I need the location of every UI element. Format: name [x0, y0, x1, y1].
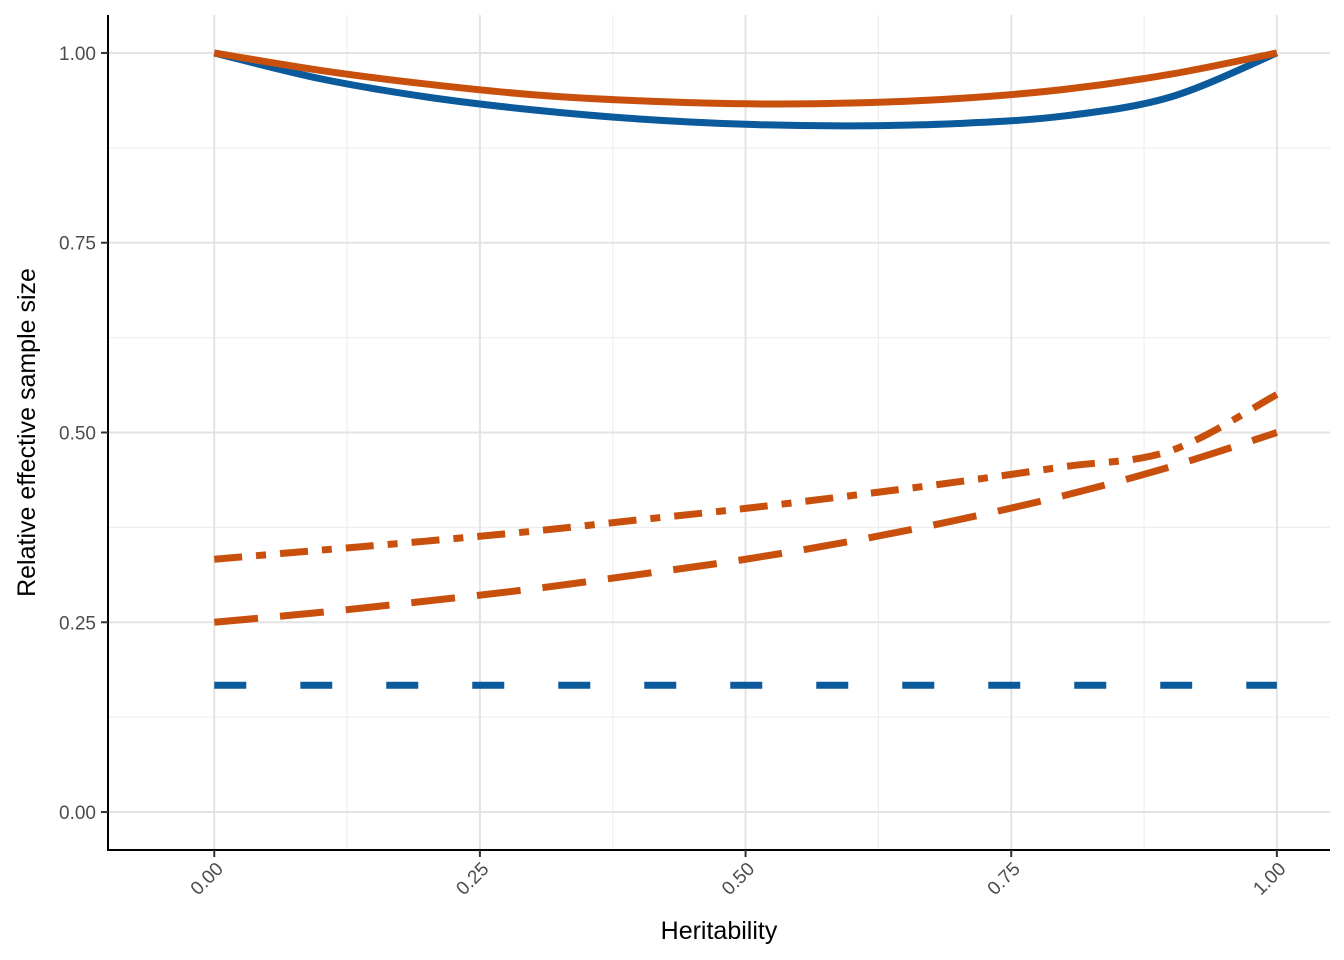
y-tick-label: 0.25 [59, 613, 96, 634]
y-tick-label: 1.00 [59, 44, 96, 65]
x-tick-label: 0.25 [452, 859, 493, 900]
tick-labels: 0.00 0.25 0.50 0.75 1.00 0.00 0.25 0.50 0.75 1.00 [59, 44, 1290, 900]
series-line-3 [213, 391, 1279, 563]
series-lines [213, 49, 1279, 689]
grid [108, 15, 1330, 850]
y-tick-label: 0.50 [59, 424, 96, 445]
x-tick-label: 1.00 [1249, 859, 1290, 900]
y-tick-label: 0.00 [59, 803, 96, 824]
series-line-2 [213, 49, 1278, 108]
x-tick-label: 0.00 [187, 859, 228, 900]
series-line-4 [213, 429, 1278, 626]
x-tick-label: 0.75 [984, 859, 1025, 900]
y-axis-title: Relative effective sample size [13, 268, 41, 597]
axes [101, 15, 1330, 857]
x-tick-label: 0.50 [718, 859, 759, 900]
y-tick-label: 0.75 [59, 234, 96, 255]
series-line-1 [213, 49, 1279, 130]
x-axis-title: Heritability [661, 917, 778, 945]
